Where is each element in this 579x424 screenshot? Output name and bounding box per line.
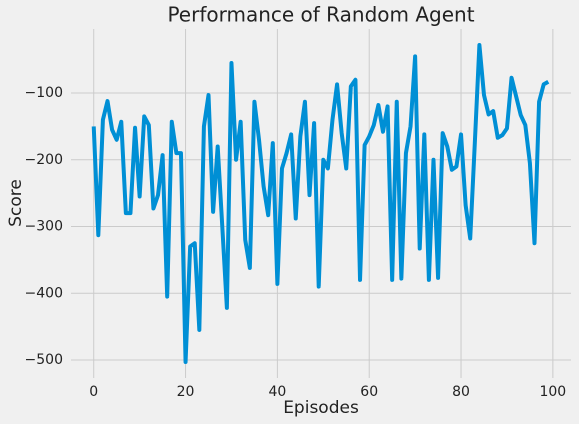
x-tick-label: 0 xyxy=(89,384,98,400)
x-tick-label: 100 xyxy=(539,384,566,400)
x-tick-label: 20 xyxy=(177,384,195,400)
y-axis-label: Score xyxy=(6,179,26,227)
data-line xyxy=(91,43,550,364)
y-tick-label: −300 xyxy=(25,219,63,235)
y-tick-label: −500 xyxy=(25,352,63,368)
x-axis-label: Episodes xyxy=(283,398,359,418)
y-tick-label: −200 xyxy=(25,152,63,168)
chart-title: Performance of Random Agent xyxy=(167,3,474,27)
x-tick-label: 80 xyxy=(452,384,470,400)
y-tick-label: −100 xyxy=(25,85,63,101)
x-tick-label: 40 xyxy=(268,384,286,400)
y-tick-label: −400 xyxy=(25,285,63,301)
x-tick-label: 60 xyxy=(360,384,378,400)
